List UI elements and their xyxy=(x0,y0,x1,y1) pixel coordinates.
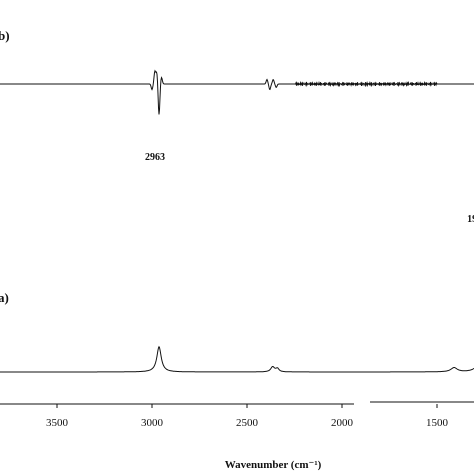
panel-a-trace xyxy=(0,345,474,373)
x-axis-title: Wavenumber (cm⁻¹) xyxy=(225,459,322,471)
panel-a: a) xyxy=(0,290,474,373)
x-tick-label: 2500 xyxy=(236,417,259,429)
x-tick-label: 3500 xyxy=(46,417,69,429)
x-tick-label: 2000 xyxy=(331,417,354,429)
panel-a-label: a) xyxy=(0,290,9,305)
panel-b-trace xyxy=(0,69,474,115)
x-axis: 3500 3000 2500 2000 1500 Wavenumber (cm⁻¹) xyxy=(0,401,474,471)
x-axis-ticks: 3500 3000 2500 2000 1500 xyxy=(46,404,449,429)
x-tick-label: 1500 xyxy=(426,417,449,429)
x-tick-label: 3000 xyxy=(141,417,164,429)
peak-label: 2963 xyxy=(145,152,165,163)
panel-b-label: b) xyxy=(0,28,10,43)
panel-b-peak-labels: 2963 196 xyxy=(145,152,474,225)
panel-b: b) 2963 196 xyxy=(0,28,474,225)
peak-label: 196 xyxy=(467,214,474,225)
